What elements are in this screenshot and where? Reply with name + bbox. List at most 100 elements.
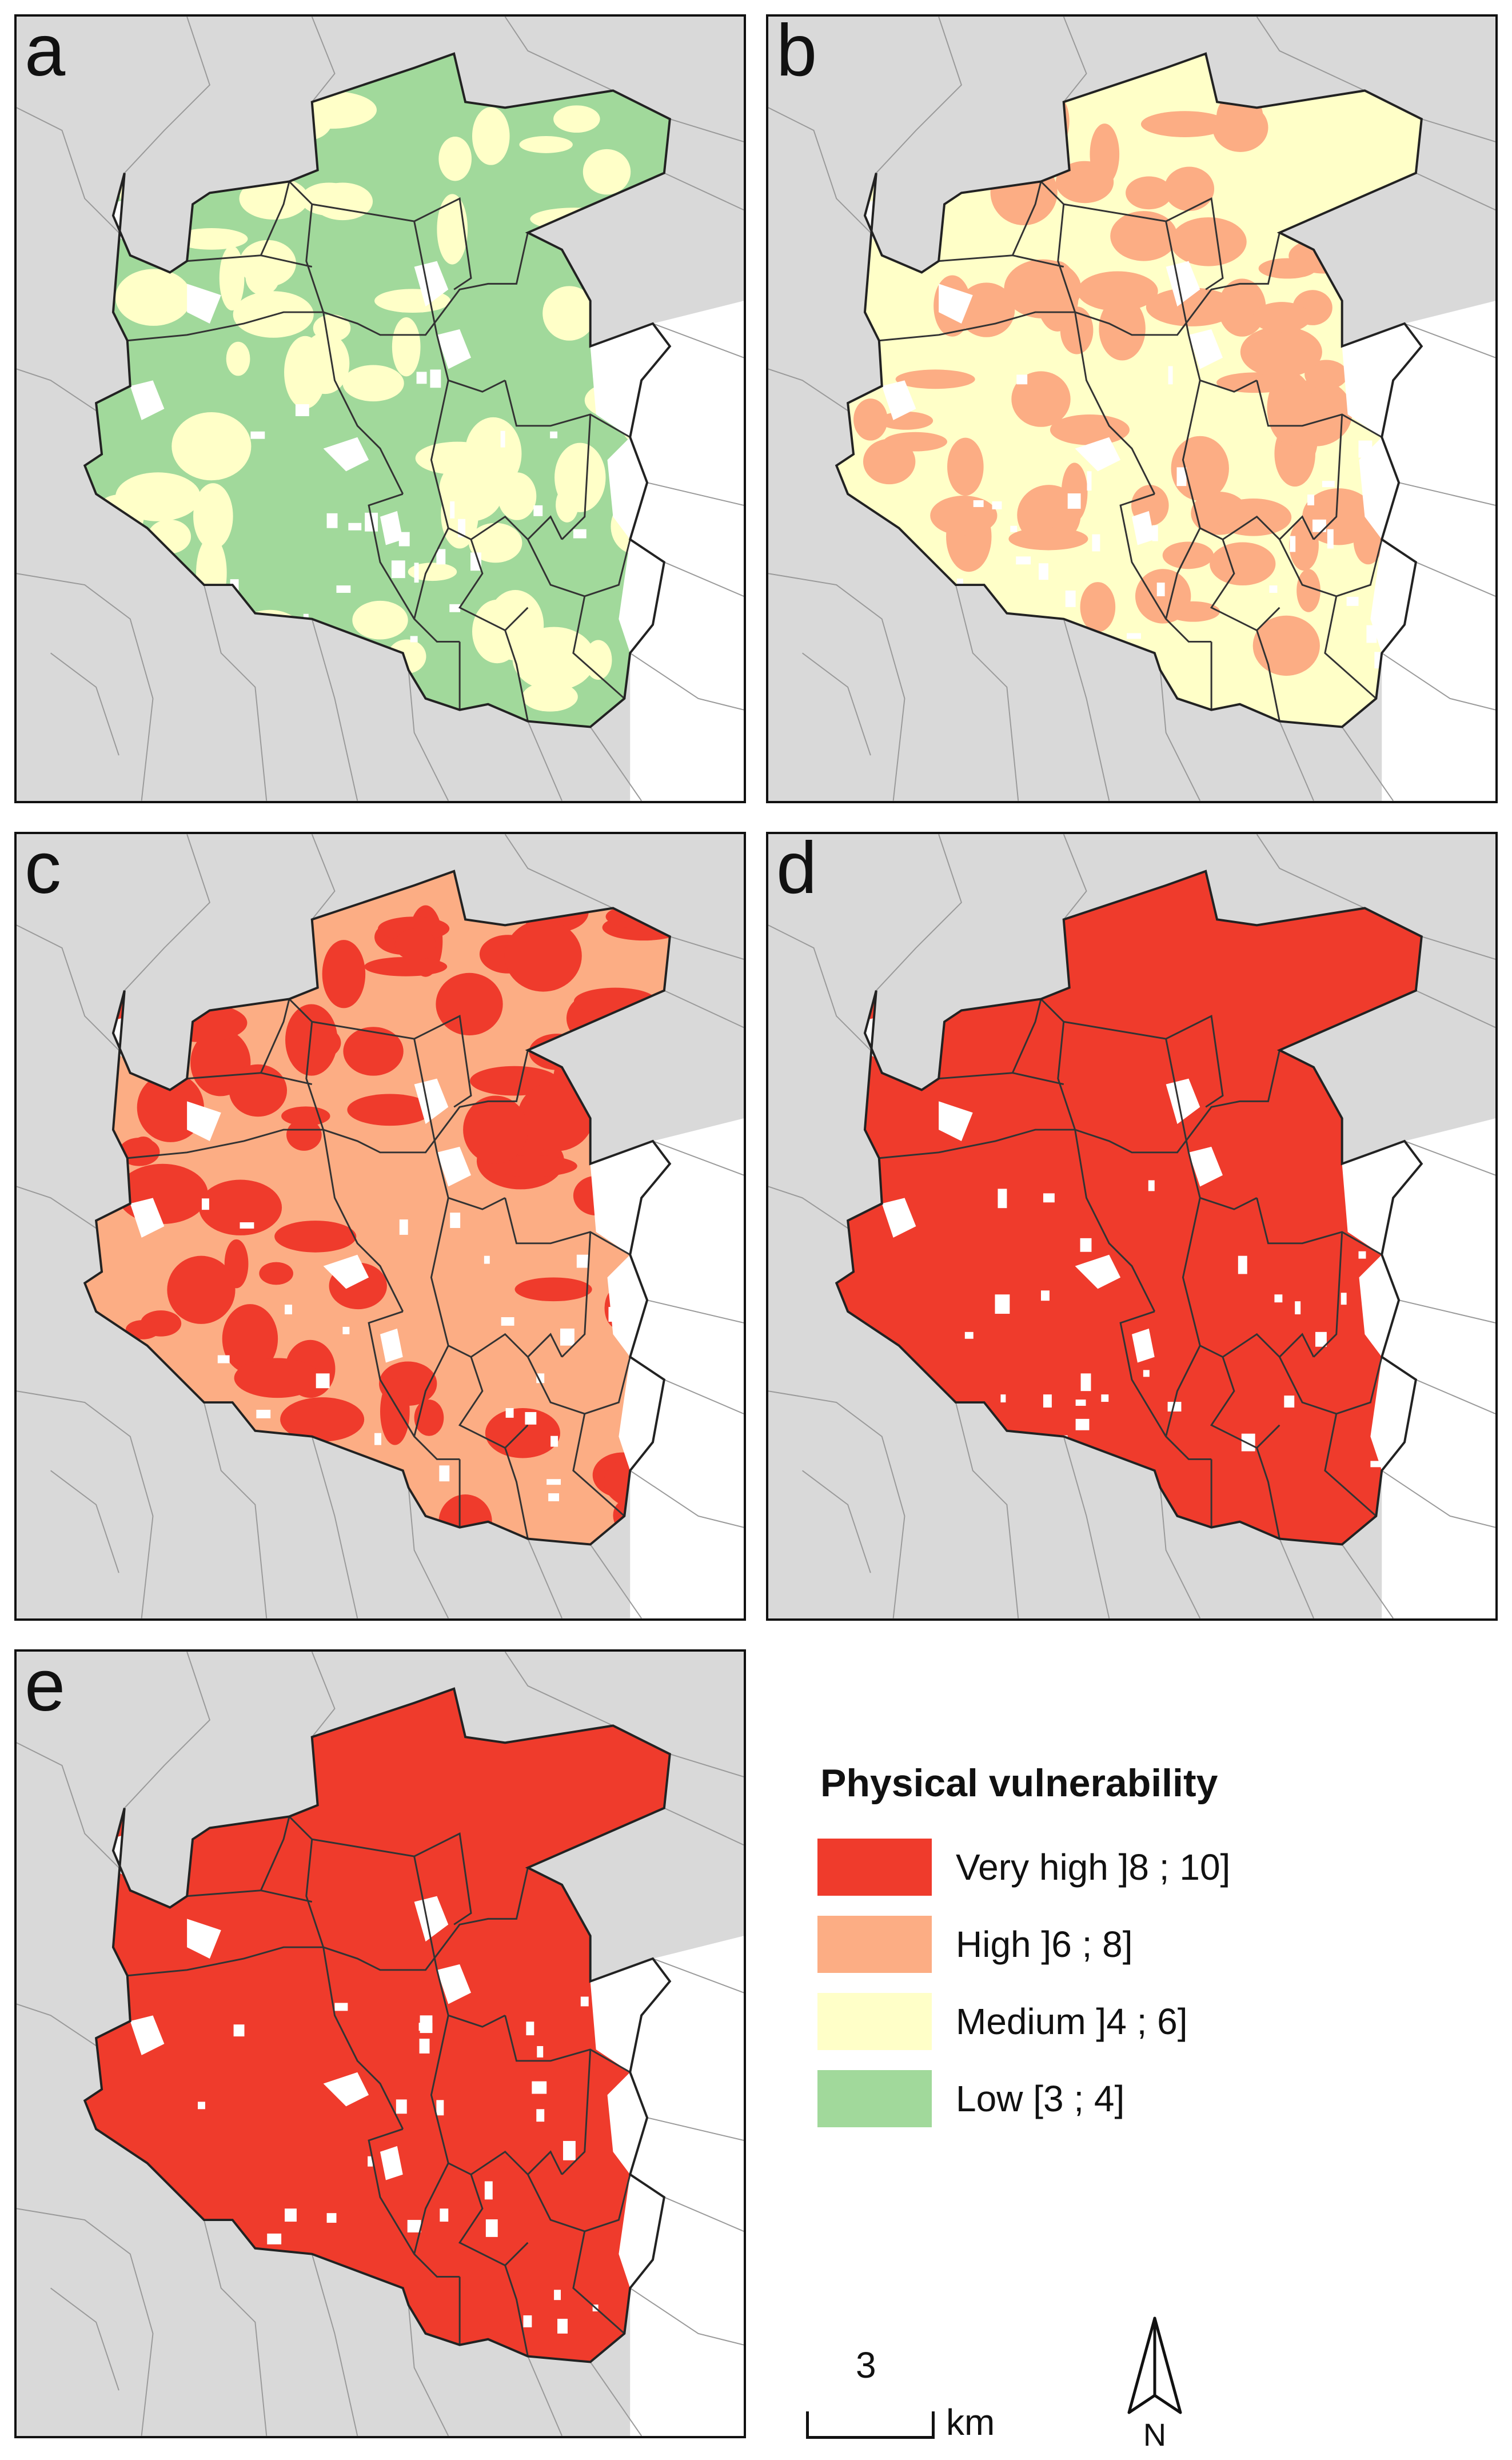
no-data-area [998,1189,1007,1209]
no-data-area [399,1219,408,1235]
neighbour-boundary [311,17,336,102]
parish-boundary [260,1072,313,1086]
study-area-outline [835,870,1423,1546]
legend-label: Medium ]4 ; 6] [956,2000,1188,2042]
parish-boundary [368,1310,460,1460]
patch [115,269,192,326]
patch [343,1027,404,1076]
no-data-area [995,1294,1010,1314]
no-data-area [1075,1418,1090,1430]
no-data-area [536,1373,545,1383]
no-data-area [532,2081,547,2094]
neighbour-boundary [664,2196,744,2232]
no-data-area [484,2181,493,2200]
patch [125,1319,160,1339]
no-data-area [1269,585,1278,593]
no-data-area [187,1919,221,1959]
no-data-area [484,1255,490,1264]
no-data-area [250,431,265,439]
patch [438,136,472,181]
no-data-area [546,1479,561,1485]
neighbour-boundary [311,834,336,920]
neighbour-boundary [589,726,642,801]
panel-label: c [25,832,61,909]
patch [895,369,975,389]
study-area-outline [83,870,672,1546]
parish-boundary [1256,380,1382,438]
parish-boundary [1075,1050,1280,1154]
no-data-area [398,532,410,547]
map-b [768,17,1495,801]
no-data-area [380,2146,403,2180]
study-area-outline [83,1687,672,2363]
neighbour-boundary [1159,1488,1201,1618]
parish-boundary [288,998,404,1312]
patch [394,928,436,960]
neighbour-boundary [802,652,871,756]
parish-boundary [260,254,313,268]
neighbour-boundary [311,619,358,801]
no-data-area [323,437,369,472]
neighbour-boundary [1421,118,1495,142]
no-data-area [1075,1400,1086,1406]
parish-boundary [504,630,529,721]
parish-boundary [879,1129,1075,1159]
no-data-area [187,1101,221,1141]
neighbour-boundary [1063,1436,1110,1618]
patch [229,1064,288,1117]
no-data-area [374,1433,381,1445]
patch [1110,211,1178,261]
patch [1126,176,1172,210]
no-data-area [458,519,466,537]
no-data-area [334,2003,348,2011]
coastal-strip [1382,301,1495,801]
map-c [17,834,744,1618]
study-area-fill [85,1688,670,2362]
patch [472,107,510,165]
neighbour-boundary [504,834,613,909]
no-data-area [620,2146,625,2157]
no-data-area [1188,329,1223,369]
no-data-area [436,2100,444,2116]
patch [1061,463,1088,522]
neighbour-boundary [1159,670,1201,801]
neighbour-boundary [527,2356,562,2436]
parish-boundary [572,596,625,699]
neighbour-boundary [17,1390,154,1618]
scale-unit: km [946,2402,995,2443]
parish-boundary [187,1816,290,1897]
parish-boundary [312,1832,472,1925]
map-e [17,1652,744,2436]
no-data-area [217,1355,230,1363]
parish-boundary [561,2049,592,2175]
no-data-area [1342,1141,1422,1255]
no-data-area [580,1996,589,2007]
no-data-area [550,1436,558,1447]
no-data-area [470,552,481,571]
patch [1252,302,1311,333]
no-data-area [526,2022,534,2036]
no-data-area [505,1408,514,1418]
map-panel-e: e [14,1649,746,2438]
neighbour-boundary [652,1958,744,1993]
parish-boundary [1256,1448,1280,1539]
parish-boundary [312,1015,472,1108]
patch [463,1095,528,1164]
neighbour-boundary [203,2219,268,2436]
patch [437,194,468,265]
no-data-area [1342,323,1422,437]
no-data-area [1274,1294,1283,1303]
neighbour-boundary [17,2003,102,2050]
patch [497,472,537,520]
parish-boundary [1324,1413,1377,1517]
legend-swatch [817,1992,932,2050]
neighbour-boundary [1381,1470,1495,1528]
no-data-area [295,404,309,416]
no-data-area [1132,511,1155,545]
neighbour-boundary [876,834,963,991]
no-data-area [536,2109,545,2122]
no-data-area [240,1222,254,1229]
no-data-area [1295,1301,1301,1315]
patch [392,317,421,377]
parish-boundary [368,2128,460,2278]
